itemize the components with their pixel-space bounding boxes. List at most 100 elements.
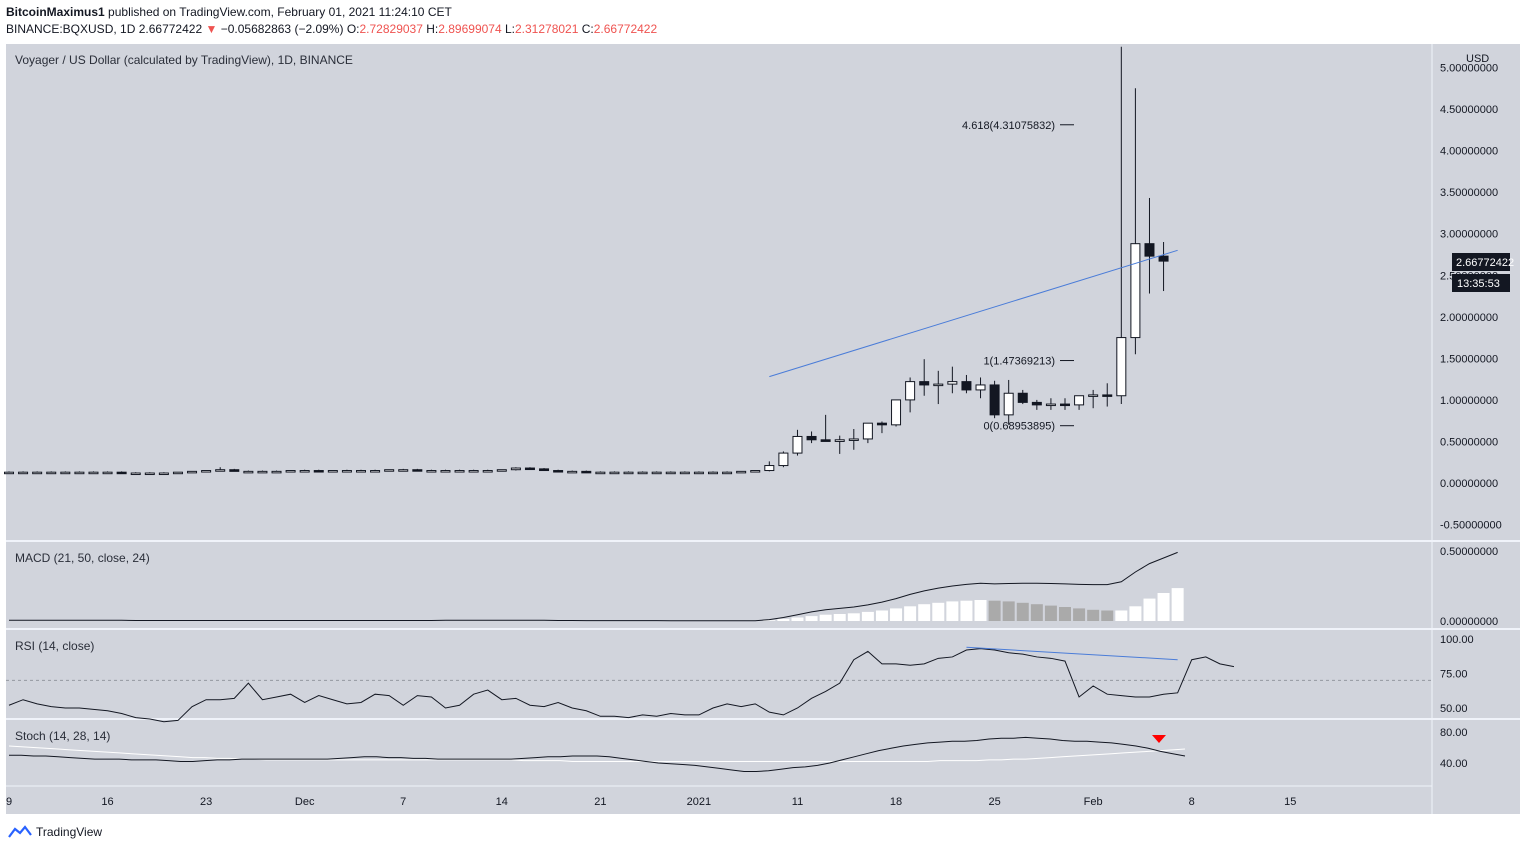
macd-histogram-bar [904, 606, 917, 621]
candle-body [1045, 403, 1056, 407]
candle-body [88, 471, 99, 475]
candle-body [820, 439, 831, 442]
fib-level-label: 0(0.68953895) [983, 421, 1055, 433]
candle-body [341, 470, 352, 473]
candle-body [215, 469, 226, 472]
candle-body [623, 471, 634, 475]
time-tick-label: 8 [1189, 796, 1195, 808]
candle-body [1102, 394, 1113, 397]
candle-body [933, 383, 944, 387]
candle-body [1003, 392, 1014, 416]
macd-histogram-bar [932, 602, 945, 621]
candle-body [4, 471, 14, 475]
candle-body [285, 470, 296, 473]
macd-pane-bg [6, 542, 1432, 628]
macd-histogram-bar [988, 600, 1001, 621]
candle-body [496, 469, 507, 472]
macd-tick-label: 0.00000000 [1440, 616, 1498, 628]
stoch-tick-label: 40.00 [1440, 758, 1468, 770]
candle-body [848, 438, 859, 441]
price-change: −0.05682863 (−2.09%) [220, 22, 344, 36]
candle-body [271, 470, 282, 474]
footer: TradingView [8, 825, 102, 839]
candle-body [961, 381, 972, 391]
price-axis-bg [1432, 44, 1520, 786]
candle-body [313, 470, 324, 473]
candle-body [116, 471, 127, 475]
candle-body [510, 467, 521, 471]
rsi-trendline [966, 646, 1178, 661]
candle-body [1017, 392, 1028, 403]
author-name[interactable]: BitcoinMaximus1 [6, 5, 105, 19]
candle-body [74, 471, 85, 475]
candle-body [60, 471, 71, 475]
open-label: O: [346, 22, 360, 36]
macd-histogram-bar [946, 601, 959, 621]
stoch-pane-bg [6, 720, 1432, 786]
candle-body [778, 452, 789, 467]
macd-histogram-bar [974, 600, 987, 621]
macd-line [9, 551, 1178, 622]
macd-histogram-bar [847, 613, 860, 621]
stoch-d-line [8, 745, 1186, 762]
price-tick-label: 4.50000000 [1440, 104, 1498, 116]
candle-body [722, 471, 733, 475]
candle-body [919, 381, 930, 386]
candle-body [595, 471, 606, 475]
candle-body [947, 381, 958, 385]
price-tick-label: 0.00000000 [1440, 478, 1498, 490]
candle-body [891, 399, 902, 426]
candle-body [1130, 243, 1141, 339]
candle-body [172, 471, 183, 475]
low-value: 2.31278021 [515, 22, 579, 36]
countdown: 13:35:53 [1457, 278, 1500, 290]
candle-body [201, 470, 212, 473]
candle-body [46, 471, 57, 475]
candle-body [567, 470, 578, 474]
time-axis-bg [6, 786, 1520, 814]
candle-body [693, 471, 704, 475]
currency-label: USD [1466, 53, 1489, 65]
footer-brand[interactable]: TradingView [36, 825, 103, 839]
candle-body [750, 470, 761, 473]
candle-body [32, 471, 43, 475]
last-price: 2.66772422 [138, 22, 203, 36]
price-tick-label: 2.00000000 [1440, 312, 1498, 324]
candle-body [1060, 403, 1070, 407]
candle-body [454, 470, 465, 473]
candle-body [806, 435, 817, 441]
candle-body [257, 470, 268, 474]
rsi-pane-title: RSI (14, close) [15, 639, 94, 653]
down-arrow-icon: ▼ [205, 22, 218, 36]
candle-body [581, 470, 592, 474]
macd-histogram-bar [1157, 593, 1170, 621]
macd-histogram-bar [833, 614, 846, 621]
rsi-tick-label: 100.00 [1440, 634, 1474, 646]
rsi-pane-bg [6, 630, 1432, 718]
candle-body [426, 470, 437, 473]
time-tick-label: Dec [295, 796, 315, 808]
candle-body [187, 470, 198, 474]
candle-body [708, 471, 718, 475]
macd-histogram-bar [1073, 608, 1086, 621]
candle-body [18, 471, 29, 475]
macd-histogram-bar [1115, 610, 1128, 621]
macd-histogram-bar [1087, 609, 1100, 621]
time-tick-label: Feb [1084, 796, 1103, 808]
high-label: H: [426, 22, 439, 36]
candle-body [975, 384, 986, 391]
price-tag: 2.66772422 [1456, 257, 1514, 269]
candle-body [905, 381, 916, 401]
price-tick-label: 1.00000000 [1440, 395, 1498, 407]
candle-body [989, 384, 1000, 416]
symbol-label: BINANCE:BQXUSD, 1D [6, 22, 136, 36]
macd-histogram-bar [875, 610, 888, 621]
stoch-tick-label: 80.00 [1440, 727, 1468, 739]
bearish-signal-arrow-icon [1152, 735, 1166, 743]
candle-body [876, 422, 887, 426]
tradingview-logo-icon [8, 825, 32, 838]
macd-histogram-bar [1030, 604, 1043, 621]
price-tick-label: -0.50000000 [1440, 520, 1502, 532]
candle-body [1116, 337, 1127, 397]
